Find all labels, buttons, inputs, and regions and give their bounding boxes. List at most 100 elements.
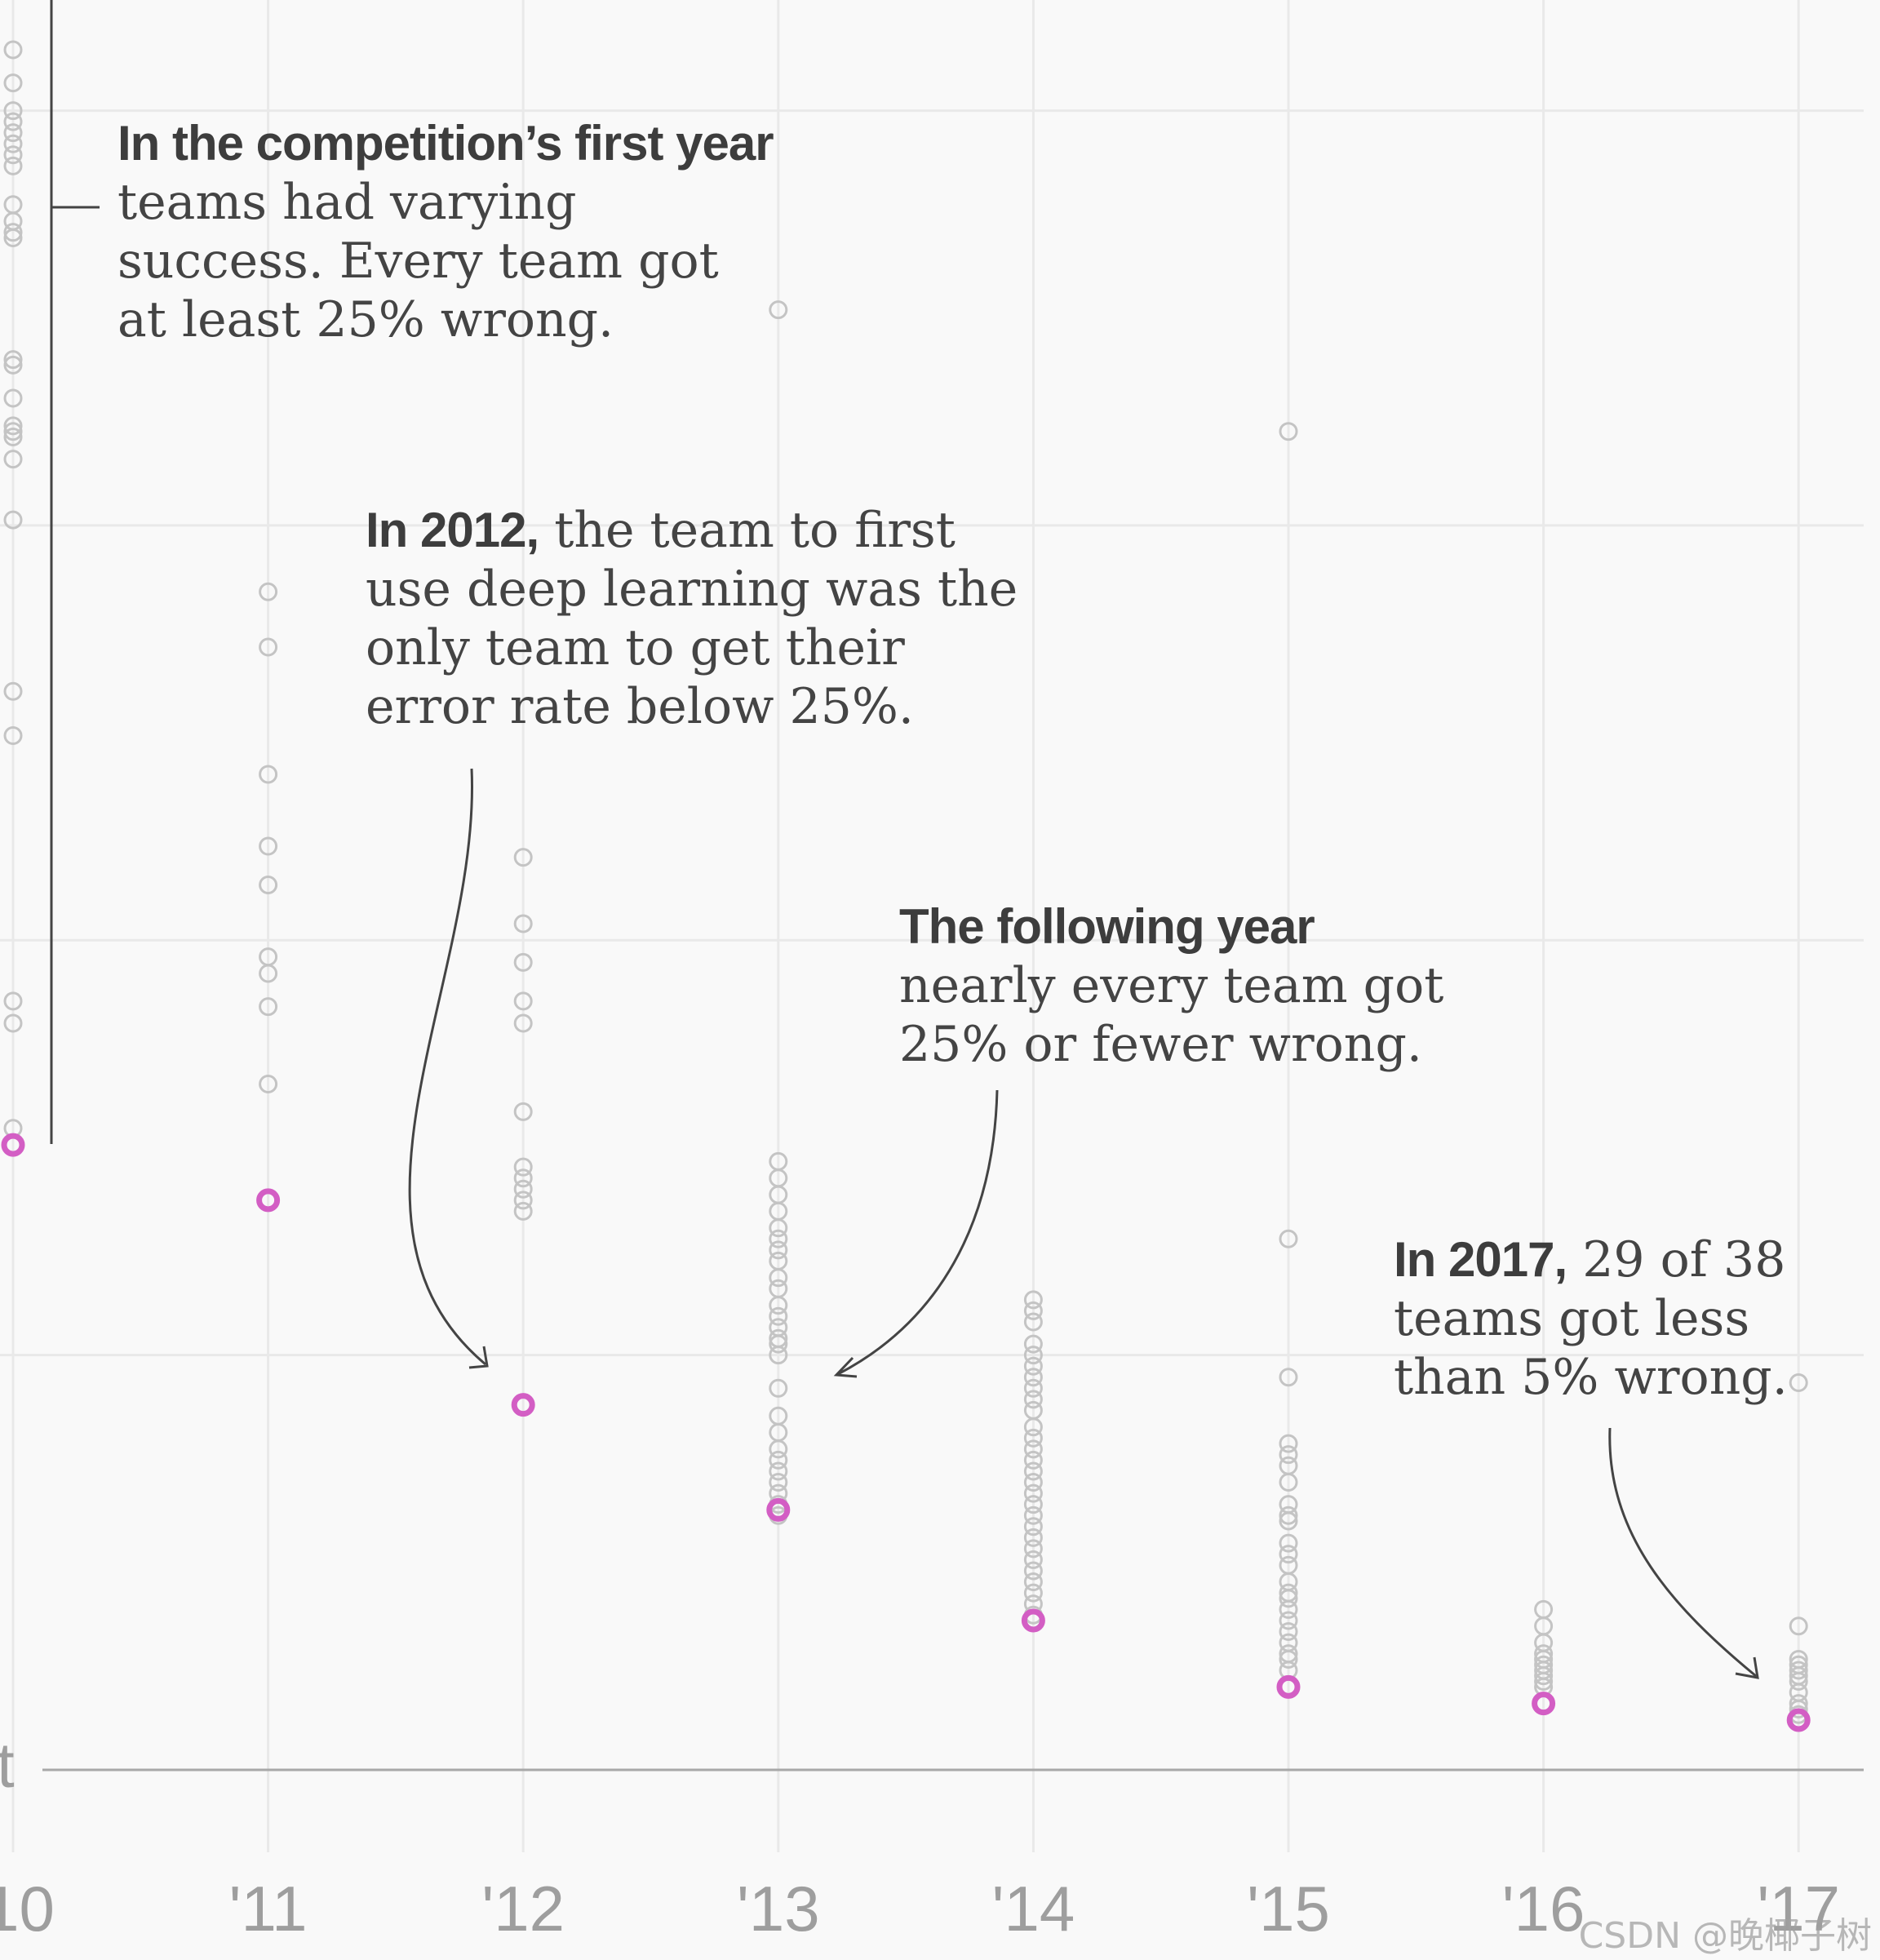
team-point xyxy=(513,991,533,1011)
team-point xyxy=(1023,1312,1043,1332)
team-point xyxy=(3,101,23,121)
team-point xyxy=(1279,1533,1298,1553)
team-point xyxy=(1023,1439,1043,1459)
arrowhead-2013 xyxy=(833,1356,858,1378)
annotation-2012: In 2012, the team to first use deep lear… xyxy=(366,501,1035,736)
team-point xyxy=(769,1378,788,1398)
x-tick-label: '17 xyxy=(1757,1873,1840,1944)
annotation-first-year: In the competition’s first year teams ha… xyxy=(118,114,852,349)
team-point xyxy=(3,134,23,153)
x-tick-label: '10 xyxy=(0,1873,55,1944)
team-point xyxy=(513,1168,533,1188)
team-point xyxy=(3,112,23,131)
annotation-following-year-heading: The following year xyxy=(899,899,1315,954)
x-tick-label: '12 xyxy=(481,1873,565,1944)
team-point xyxy=(259,876,278,894)
annotation-2017: In 2017, 29 of 38 teams got less than 5%… xyxy=(1394,1231,1875,1407)
watermark: CSDN @晚椰子树 xyxy=(1578,1915,1872,1957)
team-point xyxy=(1279,422,1298,441)
team-point xyxy=(1023,1378,1043,1398)
winner-point xyxy=(1532,1692,1556,1716)
winner-points xyxy=(1,1133,1811,1732)
team-point xyxy=(513,1013,533,1033)
team-point xyxy=(1279,1649,1298,1669)
team-point xyxy=(769,300,788,320)
arrowhead-2017 xyxy=(1735,1656,1759,1679)
team-point xyxy=(3,725,23,745)
team-point xyxy=(3,422,23,441)
team-point xyxy=(1023,1483,1043,1503)
team-point xyxy=(769,1450,788,1470)
team-point xyxy=(3,510,23,530)
winner-point xyxy=(1,1133,25,1157)
team-point xyxy=(769,1218,788,1238)
team-point xyxy=(3,388,23,408)
team-point xyxy=(1279,1505,1298,1525)
team-point xyxy=(513,1179,533,1199)
team-point xyxy=(3,450,23,469)
team-point xyxy=(1534,1666,1554,1686)
team-point xyxy=(1279,1445,1298,1465)
team-point xyxy=(1279,1473,1298,1492)
annotation-2012-text: the team to first use deep learning was … xyxy=(366,502,1018,735)
team-point xyxy=(1023,1572,1043,1592)
team-point xyxy=(1023,1461,1043,1481)
team-point xyxy=(3,1013,23,1033)
team-point xyxy=(513,914,533,933)
team-point xyxy=(1279,1511,1298,1531)
team-point xyxy=(3,73,23,93)
team-point xyxy=(1023,1505,1043,1525)
team-point xyxy=(1279,1589,1298,1608)
annotation-2017-heading: In 2017, xyxy=(1394,1232,1567,1287)
team-point xyxy=(1023,1539,1043,1559)
team-point xyxy=(3,223,23,242)
first-year-bracket xyxy=(50,0,100,1144)
team-point xyxy=(3,427,23,446)
annotation-following-year-text: nearly every team got 25% or fewer wrong… xyxy=(899,957,1444,1073)
team-point xyxy=(1023,1356,1043,1376)
team-point xyxy=(3,156,23,175)
team-point xyxy=(259,765,278,784)
team-point xyxy=(513,848,533,867)
team-point xyxy=(1279,1545,1298,1564)
annotation-lines xyxy=(50,0,1759,1679)
team-point xyxy=(1023,1473,1043,1492)
gridlines xyxy=(0,0,1864,1852)
team-point xyxy=(3,991,23,1011)
x-tick-label: '11 xyxy=(229,1873,308,1944)
team-point xyxy=(1789,1699,1808,1718)
team-point xyxy=(259,1075,278,1094)
team-points xyxy=(3,40,1808,1724)
team-point xyxy=(3,355,23,375)
team-point xyxy=(1279,1229,1298,1248)
team-point xyxy=(769,1346,788,1365)
winner-point xyxy=(511,1393,535,1417)
x-tick-label: '15 xyxy=(1247,1873,1330,1944)
team-point xyxy=(1023,1368,1043,1387)
team-point xyxy=(3,416,23,436)
annotation-2012-heading: In 2012, xyxy=(366,503,539,557)
annotation-2017-text: 29 of 38 teams got less than 5% wrong. xyxy=(1394,1231,1788,1406)
team-point xyxy=(1789,1661,1808,1680)
team-point xyxy=(513,1201,533,1221)
team-point xyxy=(1279,1611,1298,1630)
team-point xyxy=(769,1473,788,1492)
x-tick-labels: '10 '11 '12 '13 '14 '15 '16 '17 xyxy=(0,1873,1840,1944)
team-point xyxy=(513,1157,533,1177)
team-point xyxy=(3,228,23,247)
annotation-following-year: The following year nearly every team got… xyxy=(899,898,1470,1074)
team-point xyxy=(513,1191,533,1210)
team-point xyxy=(259,637,278,657)
team-point xyxy=(769,1268,788,1288)
team-point xyxy=(769,1229,788,1248)
team-point xyxy=(3,123,23,143)
team-point xyxy=(1279,1368,1298,1387)
team-point xyxy=(769,1240,788,1260)
team-point xyxy=(259,836,278,856)
annotation-first-year-text: teams had varying success. Every team go… xyxy=(118,174,719,348)
team-point xyxy=(1023,1517,1043,1537)
winner-point xyxy=(256,1188,281,1213)
x-tick-label: '16 xyxy=(1502,1873,1585,1944)
team-point xyxy=(1023,1495,1043,1514)
